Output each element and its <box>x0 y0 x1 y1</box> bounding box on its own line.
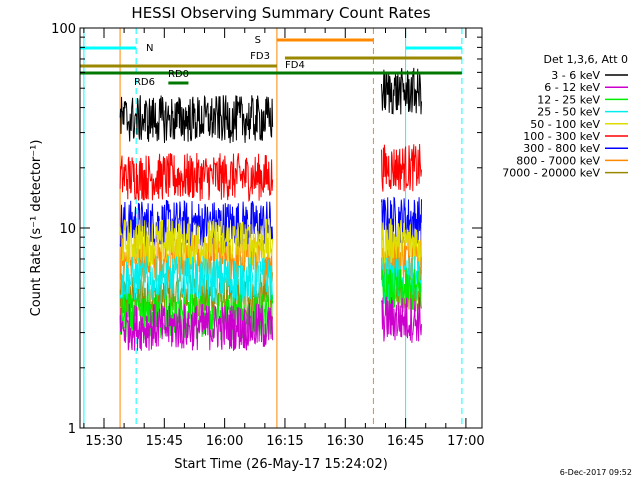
x-tick-label: 15:30 <box>85 434 122 449</box>
legend-label: 12 - 25 keV <box>537 93 600 106</box>
legend-label: 6 - 12 keV <box>544 81 600 94</box>
legend-label: 25 - 50 keV <box>537 106 600 119</box>
legend-title: Det 1,3,6, Att 0 <box>544 53 628 66</box>
legend-label: 7000 - 20000 keV <box>502 167 600 180</box>
plot-area: N S FD3 FD4 RD0 RD6 1 10 100 15:30 15:45 16:00 16:15… <box>51 22 484 449</box>
legend-label: 800 - 7000 keV <box>516 154 600 167</box>
timestamp: 6-Dec-2017 09:52 <box>560 468 632 477</box>
x-tick-label: 16:30 <box>327 434 364 449</box>
series-line <box>381 67 422 115</box>
series-line <box>119 94 274 144</box>
x-tick-label: 15:45 <box>146 434 183 449</box>
legend-label: 300 - 800 keV <box>523 142 600 155</box>
series-line <box>119 152 274 203</box>
flag-label: FD3 <box>250 51 270 62</box>
legend-label: 50 - 100 keV <box>530 118 600 131</box>
flag-label: N <box>146 43 153 54</box>
x-tick-label: 16:00 <box>206 434 243 449</box>
legend-label: 3 - 6 keV <box>551 69 600 82</box>
x-tick-label: 17:00 <box>447 434 484 449</box>
x-tick-label: 16:45 <box>387 434 424 449</box>
flag-label: FD4 <box>285 60 305 71</box>
chart-title: HESSI Observing Summary Count Rates <box>131 4 430 22</box>
series-line <box>119 303 274 351</box>
legend-label: 100 - 300 keV <box>523 130 600 143</box>
y-tick-label: 10 <box>59 222 76 237</box>
series-line <box>119 255 274 304</box>
flag-label: S <box>255 35 261 46</box>
x-axis-label: Start Time (26-May-17 15:24:02) <box>174 457 388 472</box>
y-tick-label: 100 <box>51 22 76 37</box>
series-line <box>381 143 422 192</box>
series-line <box>381 296 422 343</box>
series-line <box>381 196 422 244</box>
y-tick-label: 1 <box>68 422 76 437</box>
series-line <box>381 267 422 316</box>
flag-label: RD0 <box>168 69 189 80</box>
flag-label: RD6 <box>134 77 155 88</box>
x-tick-label: 16:15 <box>266 434 303 449</box>
y-axis-label: Count Rate (s⁻¹ detector⁻¹) <box>29 140 44 317</box>
